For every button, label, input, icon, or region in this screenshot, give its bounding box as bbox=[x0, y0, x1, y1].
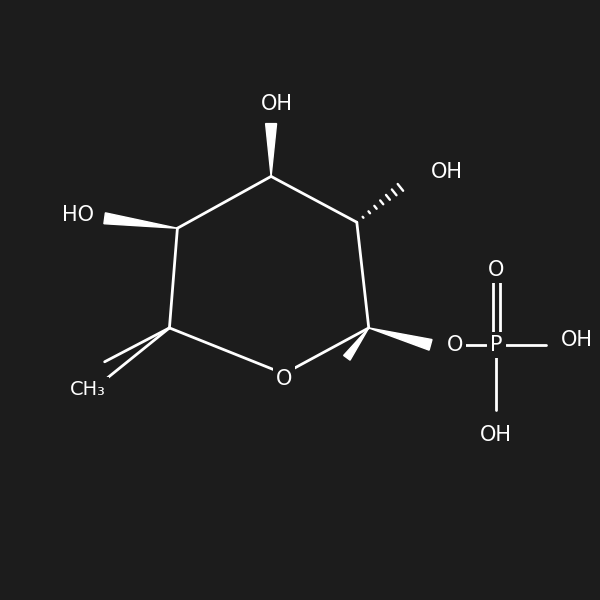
Polygon shape bbox=[369, 328, 432, 350]
Text: CH₃: CH₃ bbox=[70, 380, 106, 399]
Text: O: O bbox=[446, 335, 463, 355]
Text: O: O bbox=[276, 369, 292, 389]
Polygon shape bbox=[344, 328, 369, 360]
Text: HO: HO bbox=[62, 205, 94, 225]
Text: O: O bbox=[488, 260, 505, 280]
Text: OH: OH bbox=[431, 163, 463, 182]
Text: OH: OH bbox=[481, 425, 512, 445]
Polygon shape bbox=[266, 124, 277, 176]
Text: OH: OH bbox=[261, 94, 293, 113]
Polygon shape bbox=[104, 213, 178, 228]
Text: OH: OH bbox=[561, 330, 593, 350]
Text: P: P bbox=[490, 335, 503, 355]
